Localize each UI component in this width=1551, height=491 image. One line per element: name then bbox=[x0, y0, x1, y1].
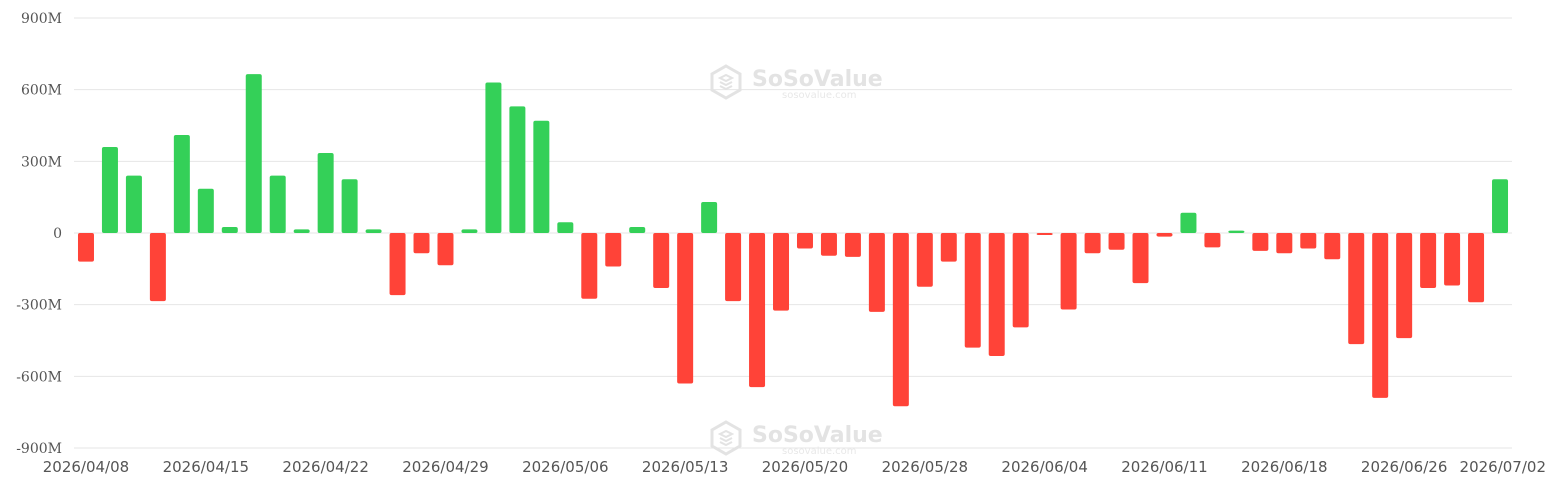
bar[interactable] bbox=[1012, 233, 1029, 328]
bar[interactable] bbox=[485, 82, 502, 234]
y-tick-label: 300M bbox=[21, 154, 62, 170]
bar[interactable] bbox=[629, 227, 646, 233]
bar[interactable] bbox=[1108, 233, 1125, 250]
bar[interactable] bbox=[389, 233, 406, 296]
bar[interactable] bbox=[653, 233, 670, 288]
bar[interactable] bbox=[1252, 233, 1269, 251]
sosovalue-logo-icon bbox=[710, 420, 742, 456]
bar[interactable] bbox=[437, 233, 454, 266]
y-tick-label: 0 bbox=[53, 226, 62, 242]
x-tick-label: 2026/06/11 bbox=[1121, 458, 1207, 476]
bar[interactable] bbox=[868, 233, 885, 312]
watermark-url: sosovalue.com bbox=[782, 90, 857, 101]
watermarks: SoSoValue sosovalue.com SoSoValue sosova… bbox=[710, 64, 883, 457]
bar[interactable] bbox=[125, 175, 142, 233]
bar[interactable] bbox=[533, 120, 550, 233]
bar[interactable] bbox=[820, 233, 837, 256]
bar[interactable] bbox=[341, 179, 358, 233]
x-tick-label: 2026/06/26 bbox=[1361, 458, 1447, 476]
y-tick-label: -300M bbox=[16, 298, 62, 314]
watermark-top: SoSoValue sosovalue.com bbox=[710, 64, 883, 101]
bar[interactable] bbox=[1156, 233, 1173, 237]
bar[interactable] bbox=[461, 229, 478, 233]
y-tick-label: 600M bbox=[21, 83, 62, 99]
x-tick-label: 2026/04/15 bbox=[163, 458, 249, 476]
bar[interactable] bbox=[557, 222, 574, 233]
bar[interactable] bbox=[1084, 233, 1101, 254]
bar[interactable] bbox=[77, 233, 94, 262]
y-tick-label: 900M bbox=[21, 11, 62, 27]
watermark-url: sosovalue.com bbox=[782, 446, 857, 457]
x-tick-label: 2026/04/08 bbox=[43, 458, 129, 476]
bar[interactable] bbox=[964, 233, 981, 348]
bar[interactable] bbox=[940, 233, 957, 262]
bar[interactable] bbox=[1228, 230, 1245, 233]
bar[interactable] bbox=[197, 188, 214, 233]
sosovalue-logo-icon bbox=[710, 64, 742, 100]
bar[interactable] bbox=[1060, 233, 1077, 310]
bar[interactable] bbox=[1396, 233, 1413, 339]
bar[interactable] bbox=[892, 233, 909, 407]
bar[interactable] bbox=[1180, 212, 1197, 233]
y-tick-label: -900M bbox=[16, 441, 62, 457]
x-tick-label: 2026/05/20 bbox=[762, 458, 848, 476]
bar[interactable] bbox=[1444, 233, 1461, 286]
bar[interactable] bbox=[701, 201, 718, 233]
y-tick-label: -600M bbox=[16, 369, 62, 385]
bar[interactable] bbox=[916, 233, 933, 287]
x-tick-label: 2026/04/29 bbox=[402, 458, 488, 476]
bar[interactable] bbox=[1132, 233, 1149, 284]
bar[interactable] bbox=[988, 233, 1005, 357]
bar[interactable] bbox=[1300, 233, 1317, 249]
x-tick-label: 2026/06/04 bbox=[1001, 458, 1087, 476]
bar[interactable] bbox=[605, 233, 622, 267]
x-tick-label: 2026/04/22 bbox=[282, 458, 368, 476]
gridlines bbox=[74, 17, 1512, 449]
bar[interactable] bbox=[245, 74, 262, 233]
bar[interactable] bbox=[581, 233, 598, 299]
bar[interactable] bbox=[1420, 233, 1437, 288]
watermark-bottom: SoSoValue sosovalue.com bbox=[710, 420, 883, 457]
bar[interactable] bbox=[413, 233, 430, 254]
x-tick-label: 2026/05/06 bbox=[522, 458, 608, 476]
bars bbox=[77, 74, 1509, 407]
x-tick-label: 2026/05/28 bbox=[882, 458, 968, 476]
bar[interactable] bbox=[509, 106, 526, 233]
x-tick-label: 2026/06/18 bbox=[1241, 458, 1327, 476]
bar[interactable] bbox=[796, 233, 813, 249]
bar[interactable] bbox=[221, 227, 238, 233]
bar[interactable] bbox=[317, 152, 334, 233]
bar[interactable] bbox=[1324, 233, 1341, 260]
bar[interactable] bbox=[1468, 233, 1485, 303]
x-tick-label: 2026/07/02 bbox=[1460, 458, 1546, 476]
watermark-name: SoSoValue bbox=[752, 423, 883, 448]
x-tick-label: 2026/05/13 bbox=[642, 458, 728, 476]
bar[interactable] bbox=[844, 233, 861, 257]
bar[interactable] bbox=[1492, 179, 1509, 233]
bar[interactable] bbox=[101, 147, 118, 233]
bar[interactable] bbox=[1036, 233, 1053, 235]
y-axis-labels: 900M 600M 300M 0 -300M -600M -900M bbox=[16, 11, 62, 457]
bar[interactable] bbox=[1276, 233, 1293, 254]
bar[interactable] bbox=[173, 135, 190, 233]
bar[interactable] bbox=[749, 233, 766, 388]
bar[interactable] bbox=[725, 233, 742, 302]
watermark-name: SoSoValue bbox=[752, 67, 883, 92]
bar[interactable] bbox=[677, 233, 694, 384]
bar[interactable] bbox=[293, 229, 310, 233]
bar[interactable] bbox=[269, 175, 286, 233]
x-axis-labels: 2026/04/08 2026/04/15 2026/04/22 2026/04/29… bbox=[43, 458, 1546, 476]
bar[interactable] bbox=[773, 233, 790, 311]
bar[interactable] bbox=[365, 229, 382, 233]
bar[interactable] bbox=[149, 233, 166, 302]
bar[interactable] bbox=[1372, 233, 1389, 398]
bar[interactable] bbox=[1348, 233, 1365, 345]
bar[interactable] bbox=[1204, 233, 1221, 248]
